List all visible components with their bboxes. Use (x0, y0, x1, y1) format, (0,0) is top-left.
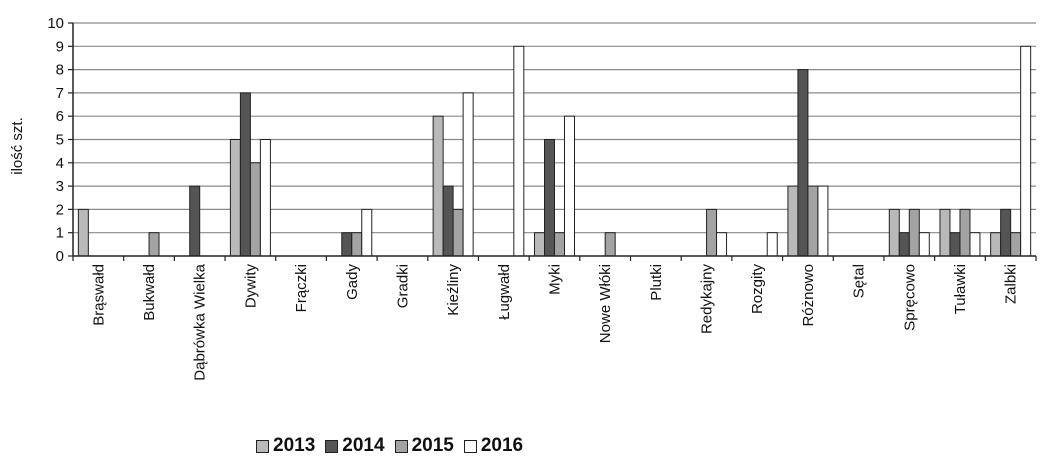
bars (77, 45, 1032, 257)
bar-chart: 0 1 2 3 4 5 6 7 8 9 10 ilość szt. Brąswałd Bukwałd D… (9, 15, 1037, 381)
bar-2016 (564, 115, 575, 257)
bar-2016 (918, 232, 930, 257)
x-category-label: Dąbrówka Wielka (192, 263, 209, 380)
legend: 2013 2014 2015 2016 (256, 435, 523, 457)
x-category-label: Redykajny (699, 264, 716, 335)
legend-label: 2013 (273, 435, 316, 456)
bar-2016 (361, 208, 373, 257)
bar-2015 (706, 208, 718, 257)
bar-2016 (513, 45, 525, 257)
y-tick-label: 8 (56, 62, 64, 79)
x-category-label: Bukwałd (141, 264, 158, 321)
x-category-label: Gady (344, 264, 361, 300)
x-axis-categories: Brąswałd Bukwałd Dąbrówka Wielka Dywity Frąc… (72, 256, 1037, 381)
y-axis-label: ilość szt. (9, 117, 26, 175)
y-tick-label: 2 (56, 201, 64, 218)
bar-2013 (534, 232, 545, 257)
y-tick-label: 5 (56, 132, 64, 149)
x-category-label: Rozgity (749, 264, 766, 315)
x-category-label: Spręcowo (901, 264, 918, 331)
bar-2016 (259, 139, 271, 257)
bar-2015 (908, 208, 920, 257)
y-tick-label: 7 (56, 85, 64, 102)
bar-2016 (716, 232, 728, 257)
y-tick-label: 9 (56, 38, 64, 55)
y-tick-label: 4 (56, 155, 64, 172)
axes (72, 23, 1036, 257)
bar-2015 (959, 208, 971, 257)
bar-2016 (1020, 45, 1032, 257)
x-category-label: Zalbki (1003, 264, 1020, 304)
bar-2013 (77, 208, 89, 257)
bar-2015 (604, 232, 616, 257)
legend-swatch (463, 439, 477, 453)
bar-2014 (797, 69, 809, 257)
y-tick-label: 1 (56, 225, 64, 242)
bar-2015 (807, 185, 819, 257)
bar-2014 (341, 232, 353, 257)
x-category-label: Brąswałd (90, 264, 107, 326)
y-tick-label: 0 (56, 248, 64, 265)
bar-2016 (817, 185, 829, 257)
legend-item: 2014 (325, 435, 385, 457)
x-category-label: Plutki (648, 264, 665, 301)
bar-2016 (766, 232, 778, 257)
x-category-label: Kieźliny (445, 264, 462, 316)
legend-item: 2013 (256, 435, 315, 457)
bar-2014 (949, 232, 961, 257)
y-axis-ticks: 0 1 2 3 4 5 6 7 8 9 10 (47, 15, 73, 265)
legend-swatch (325, 439, 339, 453)
legend-swatch (256, 439, 269, 453)
bar-2014 (189, 185, 201, 257)
bar-2013 (787, 185, 799, 257)
bar-2014 (544, 139, 555, 257)
bar-2016 (969, 232, 981, 257)
bar-2015 (249, 162, 261, 257)
bar-2014 (898, 232, 910, 257)
x-category-label: Sętal (851, 264, 868, 298)
x-category-label: Gradki (394, 264, 411, 308)
bar-2014 (1000, 208, 1012, 257)
bar-2015 (148, 232, 160, 257)
x-category-label: Różnowo (800, 264, 817, 327)
bar-2015 (1010, 232, 1022, 257)
bar-2016 (462, 92, 474, 257)
bar-2013 (939, 208, 951, 257)
legend-label: 2015 (411, 435, 454, 456)
legend-item: 2016 (463, 435, 524, 457)
bar-2013 (888, 208, 900, 257)
bar-2013 (229, 139, 241, 257)
bar-2013 (990, 232, 1002, 257)
legend-label: 2014 (342, 435, 385, 456)
bar-2014 (239, 92, 251, 257)
x-category-label: Ługwałd (496, 264, 513, 320)
x-category-label: Tuławki (952, 264, 969, 314)
y-tick-label: 6 (56, 108, 64, 125)
x-category-label: Nowe Włóki (597, 264, 614, 343)
legend-swatch (394, 439, 408, 453)
bar-2015 (554, 232, 565, 257)
y-tick-label: 3 (56, 178, 64, 195)
y-tick-label: 10 (47, 15, 64, 32)
bar-2015 (351, 232, 363, 257)
bar-2015 (452, 208, 464, 257)
legend-label: 2016 (480, 435, 524, 456)
bar-2014 (442, 185, 454, 257)
x-category-label: Frączki (293, 264, 310, 312)
x-category-label: Dywity (242, 264, 259, 309)
x-category-label: Myki (547, 264, 564, 295)
legend-item: 2015 (394, 435, 454, 457)
bar-2013 (432, 115, 444, 257)
